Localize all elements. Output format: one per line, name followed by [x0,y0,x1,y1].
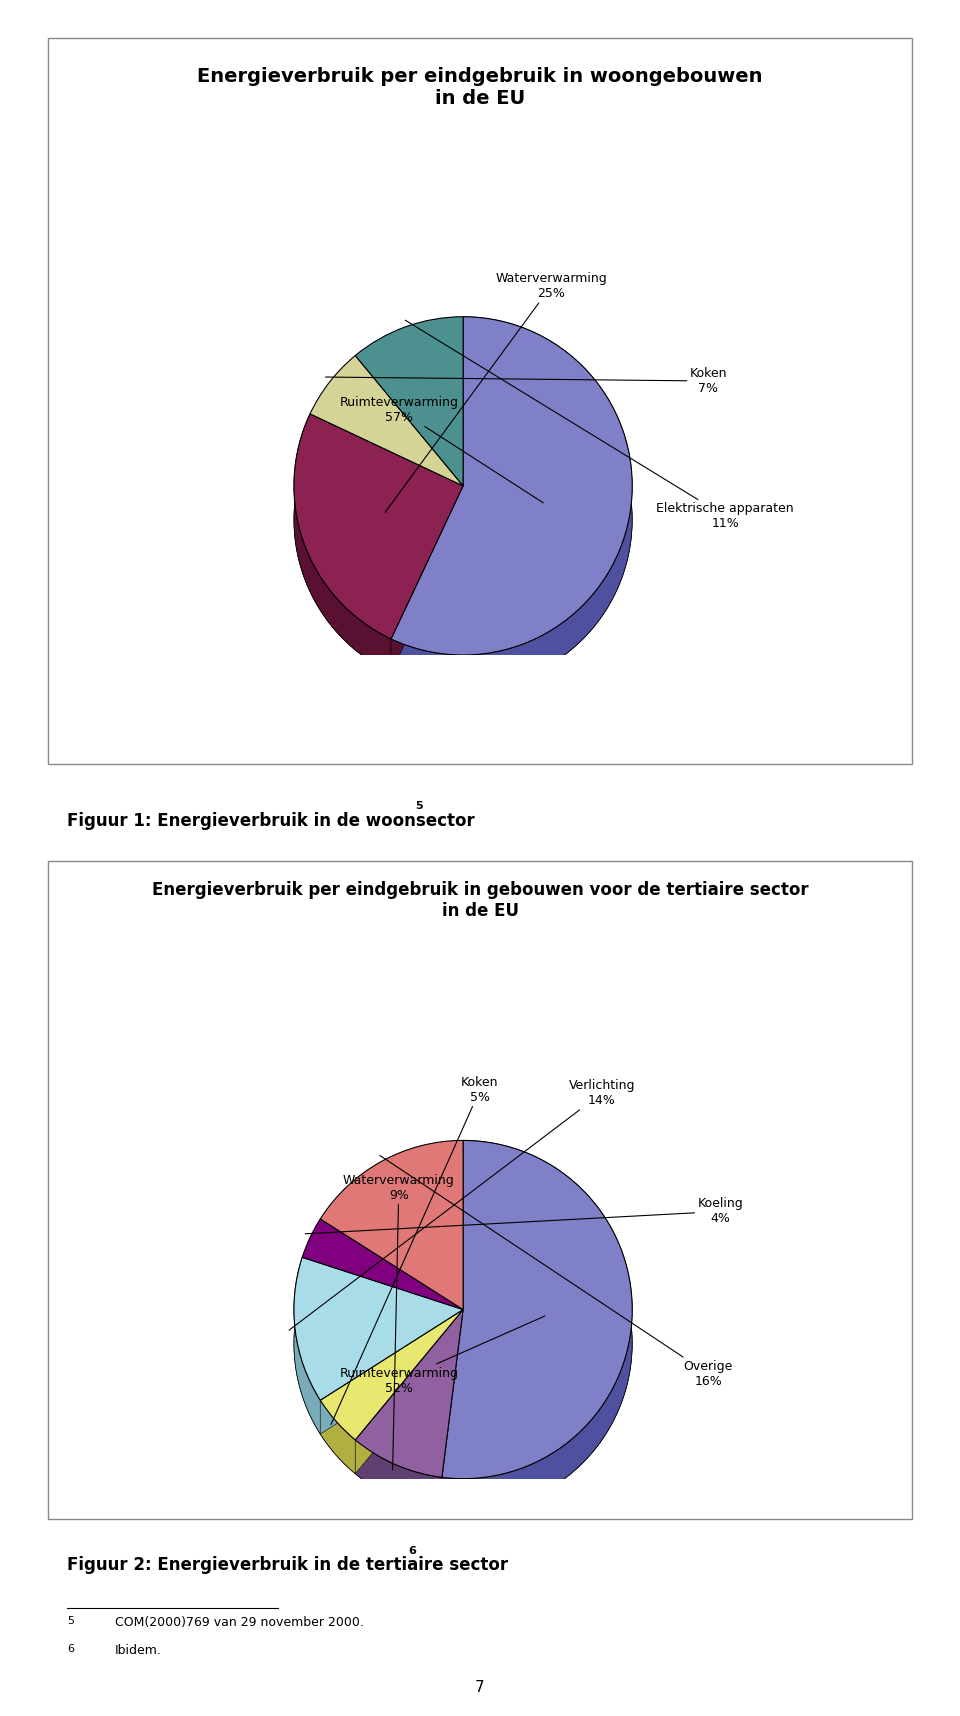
Text: 6: 6 [408,1546,416,1556]
Text: 7: 7 [475,1680,485,1695]
Wedge shape [442,1141,633,1479]
Polygon shape [391,486,463,673]
Text: Energieverbruik per eindgebruik in woongebouwen
in de EU: Energieverbruik per eindgebruik in woong… [197,67,763,108]
Text: Koeling
4%: Koeling 4% [305,1198,743,1234]
Text: 6: 6 [67,1644,74,1654]
Text: Elektrische apparaten
11%: Elektrische apparaten 11% [405,321,794,530]
Polygon shape [321,1309,463,1435]
Text: Koken
5%: Koken 5% [331,1076,499,1424]
Polygon shape [294,350,633,688]
Wedge shape [321,1141,463,1309]
Wedge shape [391,317,633,656]
Text: Koken
7%: Koken 7% [325,367,727,395]
Wedge shape [294,414,463,638]
Text: 5: 5 [67,1616,74,1627]
Wedge shape [355,317,463,486]
Polygon shape [355,1309,463,1474]
Polygon shape [355,1309,463,1474]
Polygon shape [294,414,391,673]
Polygon shape [442,1141,632,1512]
Text: COM(2000)769 van 29 november 2000.: COM(2000)769 van 29 november 2000. [115,1616,364,1630]
Wedge shape [302,1218,463,1309]
Text: Waterverwarming
25%: Waterverwarming 25% [385,273,607,513]
Text: Ruimteverwarming
52%: Ruimteverwarming 52% [339,1316,545,1395]
Wedge shape [355,1309,463,1477]
Polygon shape [321,1400,355,1474]
Polygon shape [321,1309,463,1435]
Text: Verlichting
14%: Verlichting 14% [289,1079,635,1330]
Wedge shape [294,1258,463,1400]
Polygon shape [391,317,632,688]
Wedge shape [310,355,463,486]
Wedge shape [321,1309,463,1440]
Text: Overige
16%: Overige 16% [380,1155,733,1388]
Polygon shape [294,1258,321,1435]
Text: 5: 5 [415,801,422,812]
Text: Ruimteverwarming
57%: Ruimteverwarming 57% [339,396,543,503]
Polygon shape [442,1309,463,1512]
FancyBboxPatch shape [48,861,912,1519]
Text: Figuur 2: Energieverbruik in de tertiaire sector: Figuur 2: Energieverbruik in de tertiair… [67,1556,509,1574]
Polygon shape [442,1309,463,1512]
Text: Figuur 1: Energieverbruik in de woonsector: Figuur 1: Energieverbruik in de woonsect… [67,812,475,829]
FancyBboxPatch shape [48,38,912,764]
Polygon shape [391,486,463,673]
Polygon shape [294,1174,633,1512]
Text: Waterverwarming
9%: Waterverwarming 9% [343,1174,455,1471]
Text: Energieverbruik per eindgebruik in gebouwen voor de tertiaire sector
in de EU: Energieverbruik per eindgebruik in gebou… [152,880,808,920]
Polygon shape [355,1440,442,1512]
Text: Ibidem.: Ibidem. [115,1644,162,1658]
